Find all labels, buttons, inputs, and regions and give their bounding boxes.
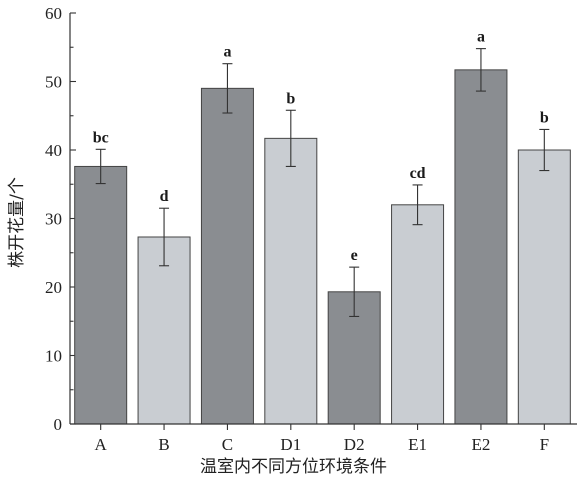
x-tick-label: F (540, 435, 549, 454)
y-tick-label: 20 (45, 278, 62, 297)
bar-c (200, 87, 254, 425)
x-tick-label: D2 (344, 435, 365, 454)
error-bar-a (95, 148, 106, 185)
significance-label-a: bc (93, 129, 109, 146)
error-bar-e1 (412, 184, 423, 226)
y-tick-label: 60 (45, 4, 62, 23)
error-bar-d1 (285, 109, 296, 167)
y-axis-ticks: 0 10 20 30 40 50 60 (45, 4, 76, 434)
y-tick-label: 40 (45, 141, 62, 160)
y-tick-label: 50 (45, 73, 62, 92)
x-tick-label: E1 (408, 435, 427, 454)
significance-label-e1: cd (410, 165, 426, 182)
y-axis-title: 株开花量/个 (7, 177, 27, 268)
error-bar-e2 (475, 48, 486, 92)
bar-d1 (264, 137, 318, 425)
x-tick-label: A (95, 435, 108, 454)
significance-label-b: d (160, 188, 169, 205)
y-tick-label: 30 (45, 210, 62, 229)
x-tick-label: B (158, 435, 169, 454)
x-tick-label: D1 (280, 435, 301, 454)
x-tick-label: E2 (471, 435, 490, 454)
significance-label-c: a (223, 44, 231, 61)
significance-label-d2: e (351, 247, 358, 264)
y-tick-label: 10 (45, 347, 62, 366)
significance-label-e2: a (477, 29, 485, 46)
x-tick-label: C (222, 435, 233, 454)
error-bar-b (159, 207, 170, 267)
error-bar-d2 (349, 266, 360, 318)
bar-f (517, 149, 571, 425)
bars-group: bc d a b e cd a b (74, 29, 571, 425)
x-axis-title: 温室内不同方位环境条件 (200, 457, 387, 477)
error-bar-c (222, 63, 233, 114)
bar-e1 (391, 204, 445, 425)
bar-a (74, 165, 128, 425)
bar-e2 (454, 69, 508, 425)
significance-label-d1: b (286, 90, 295, 107)
error-bar-f (539, 128, 550, 172)
x-axis-ticks: A B C D1 D2 E1 E2 F (95, 424, 549, 454)
y-tick-label: 0 (54, 415, 63, 434)
significance-label-f: b (540, 109, 549, 126)
